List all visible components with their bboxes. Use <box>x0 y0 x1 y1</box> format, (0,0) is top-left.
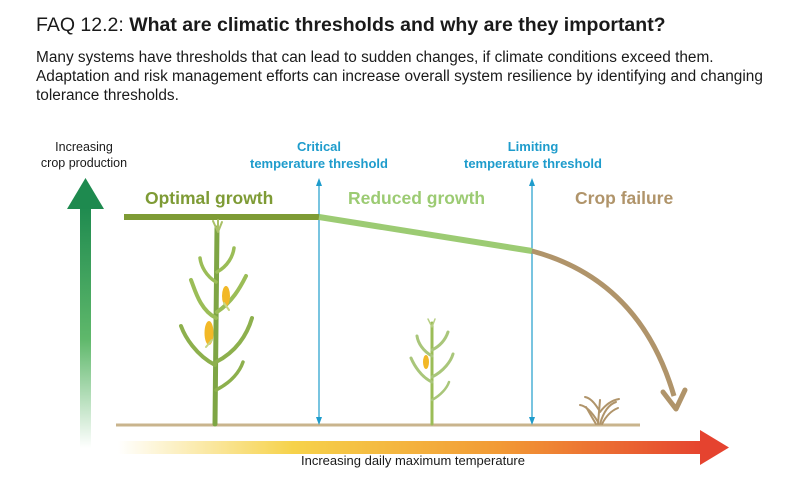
y-axis-arrow <box>67 178 104 448</box>
curve-failure-arrowhead <box>660 387 688 412</box>
critical-threshold-label: Critical temperature threshold <box>230 138 408 172</box>
faq-question: What are climatic thresholds and why are… <box>129 14 666 36</box>
corn-plant-tall-icon <box>179 219 254 427</box>
phase-crop-failure: Crop failure <box>575 188 674 208</box>
y-axis-label-line2: crop production <box>40 156 128 170</box>
phase-reduced-growth: Reduced growth <box>348 188 486 208</box>
y-axis-label-line1: Increasing <box>55 140 113 154</box>
limiting-threshold-line2: temperature threshold <box>464 156 602 171</box>
curve-failure <box>531 248 677 397</box>
phase-optimal-growth: Optimal growth <box>145 188 274 208</box>
critical-threshold-line2: temperature threshold <box>250 156 388 171</box>
corn-plant-small-icon <box>409 318 455 426</box>
x-axis-label: Increasing daily maximum temperature <box>301 453 525 468</box>
limiting-threshold-label: Limiting temperature threshold <box>444 138 622 172</box>
curve-reduced <box>318 214 533 254</box>
y-axis-label: Increasing crop production <box>28 139 140 171</box>
limiting-threshold-line1: Limiting <box>507 139 559 154</box>
critical-threshold-line1: Critical <box>296 139 342 154</box>
withered-plant-icon <box>579 396 620 425</box>
faq-number: FAQ 12.2: <box>36 14 124 36</box>
faq-title: FAQ 12.2: What are climatic thresholds a… <box>36 14 666 37</box>
x-axis-arrow <box>118 430 729 465</box>
intro-paragraph: Many systems have thresholds that can le… <box>36 49 763 104</box>
limiting-threshold-line <box>529 178 535 425</box>
critical-threshold-line <box>316 178 322 425</box>
